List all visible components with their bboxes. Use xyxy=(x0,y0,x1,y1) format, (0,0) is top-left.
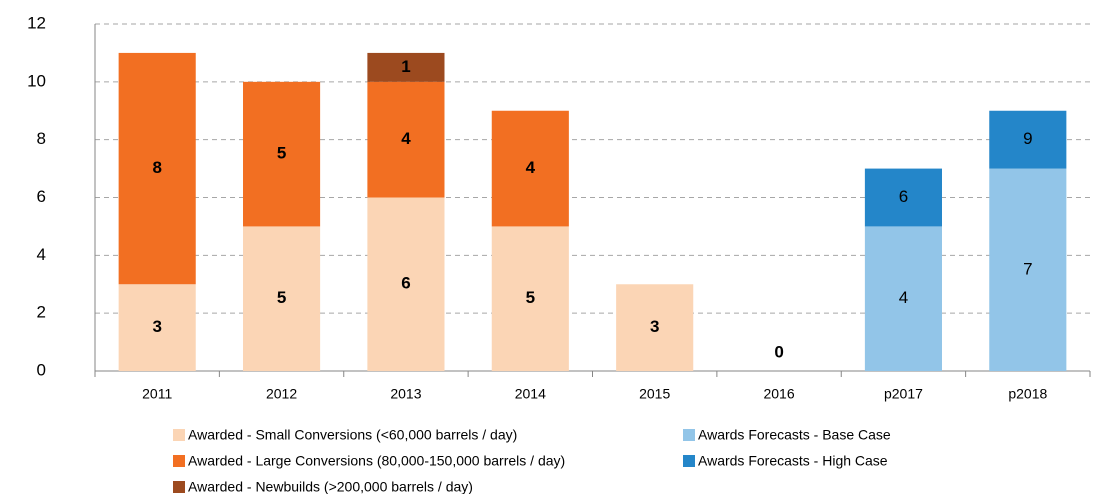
legend-label: Awards Forecasts - High Case xyxy=(698,453,888,469)
y-tick-label: 12 xyxy=(27,13,46,32)
data-label: 7 xyxy=(1023,259,1032,278)
data-label: 5 xyxy=(277,144,286,163)
bar-segment xyxy=(864,226,942,371)
bar-segment xyxy=(491,110,569,227)
data-label: 8 xyxy=(152,158,161,177)
data-label: 5 xyxy=(526,288,535,307)
data-label: 6 xyxy=(401,274,410,293)
bar-segment xyxy=(118,52,196,285)
data-label: 4 xyxy=(401,129,411,148)
legend-swatch xyxy=(173,429,185,441)
y-tick-label: 6 xyxy=(37,187,46,206)
y-tick-label: 8 xyxy=(37,129,46,148)
y-tick-label: 2 xyxy=(37,303,46,322)
legend-swatch xyxy=(683,455,695,467)
legend-swatch xyxy=(173,455,185,467)
legend-label: Awarded - Small Conversions (<60,000 bar… xyxy=(188,427,517,443)
bar-segment xyxy=(367,81,445,198)
data-label: 3 xyxy=(650,317,659,336)
y-tick-label: 4 xyxy=(37,245,46,264)
bar-segment xyxy=(616,284,694,371)
data-label: 1 xyxy=(401,57,410,76)
x-tick-label: 2014 xyxy=(515,386,546,402)
data-label: 4 xyxy=(899,288,908,307)
y-tick-label: 10 xyxy=(27,71,46,90)
bar-segment xyxy=(118,284,196,371)
data-label: 3 xyxy=(152,317,161,336)
legend-label: Awarded - Large Conversions (80,000-150,… xyxy=(188,453,565,469)
legend-swatch xyxy=(173,481,185,493)
bar-segment xyxy=(243,81,321,227)
bar-segment xyxy=(989,168,1067,371)
data-label: 0 xyxy=(774,342,783,361)
x-tick-label: 2015 xyxy=(639,386,670,402)
legend-swatch xyxy=(683,429,695,441)
bar-segment xyxy=(864,168,942,227)
bar-segment xyxy=(491,226,569,371)
legend-label: Awards Forecasts - Base Case xyxy=(698,427,891,443)
data-label: 9 xyxy=(1023,129,1032,148)
data-label: 4 xyxy=(526,158,536,177)
y-tick-label: 0 xyxy=(37,360,46,379)
x-tick-label: p2018 xyxy=(1008,386,1047,402)
x-tick-label: 2016 xyxy=(763,386,794,402)
x-tick-label: 2011 xyxy=(142,386,172,402)
legend-label: Awarded - Newbuilds (>200,000 barrels / … xyxy=(188,479,473,494)
bar-segment xyxy=(243,226,321,371)
bar-segment xyxy=(367,197,445,371)
x-tick-label: p2017 xyxy=(884,386,923,402)
bar-segment xyxy=(367,52,445,82)
x-tick-label: 2013 xyxy=(390,386,421,402)
data-label: 5 xyxy=(277,288,286,307)
bar-segment xyxy=(989,110,1067,169)
x-tick-label: 2012 xyxy=(266,386,297,402)
data-label: 6 xyxy=(899,187,908,206)
